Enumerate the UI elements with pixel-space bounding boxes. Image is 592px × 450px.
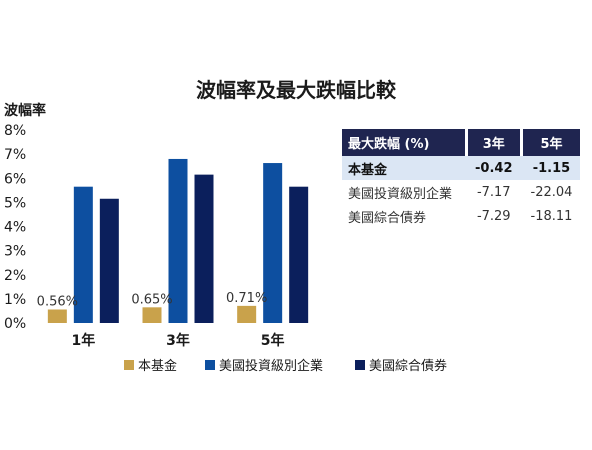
legend-label: 美國綜合債券 — [369, 358, 447, 374]
x-tick-label: 3年 — [166, 332, 190, 349]
row-label: 本基金 — [342, 156, 467, 180]
bar — [168, 158, 188, 323]
bar — [99, 198, 119, 323]
chart-title: 波幅率及最大跌幅比較 — [196, 78, 396, 102]
table-row: 美國綜合債券 -7.29 -18.11 — [342, 204, 580, 228]
bar — [194, 174, 214, 323]
row-value-5y: -18.11 — [530, 208, 573, 224]
table-header-5y: 5年 — [519, 129, 580, 156]
row-label: 美國綜合債券 — [348, 210, 427, 226]
table-row: 美國投資級別企業 -7.17 -22.04 — [342, 180, 580, 204]
bar — [47, 309, 67, 323]
bar — [142, 307, 162, 323]
y-tick-label: 8% — [4, 123, 26, 139]
bar — [73, 186, 93, 323]
max-drawdown-table: 最大跌幅 (%) 3年 5年 本基金 -0.42 -1.15 美國投資級別企業 … — [342, 129, 580, 228]
y-tick-label: 6% — [4, 171, 26, 187]
y-tick-label: 7% — [4, 147, 26, 163]
row-value-3y: -0.42 — [466, 156, 522, 180]
row-label: 美國投資級別企業 — [348, 186, 453, 202]
row-value-5y: -1.15 — [521, 156, 580, 180]
row-value-3y: -7.17 — [476, 184, 511, 200]
y-tick-label: 1% — [4, 292, 26, 308]
y-axis-label: 波幅率 — [4, 102, 46, 119]
legend-swatch — [205, 360, 215, 370]
y-tick-label: 5% — [4, 195, 26, 211]
row-value-5y: -22.04 — [530, 184, 573, 200]
row-value-3y: -7.29 — [476, 208, 511, 224]
y-tick-label: 2% — [4, 268, 26, 284]
legend-label: 本基金 — [138, 358, 177, 374]
table-header-3y: 3年 — [464, 129, 522, 156]
y-tick-label: 3% — [4, 244, 26, 260]
legend-swatch — [124, 360, 134, 370]
bar — [237, 305, 257, 323]
bar — [289, 186, 309, 323]
table-header-row: 最大跌幅 (%) 3年 5年 — [342, 129, 580, 156]
legend-label: 美國投資級別企業 — [219, 358, 323, 374]
data-label: 0.56% — [37, 294, 78, 309]
data-label: 0.71% — [226, 291, 267, 306]
x-tick-label: 5年 — [261, 332, 285, 349]
table-header-label: 最大跌幅 (%) — [342, 129, 467, 156]
x-tick-label: 1年 — [71, 332, 95, 349]
y-tick-label: 0% — [4, 316, 26, 332]
data-label: 0.65% — [131, 292, 172, 307]
y-tick-label: 4% — [4, 220, 26, 236]
table-row: 本基金 -0.42 -1.15 — [342, 156, 580, 180]
bar — [263, 163, 283, 323]
legend-swatch — [355, 360, 365, 370]
